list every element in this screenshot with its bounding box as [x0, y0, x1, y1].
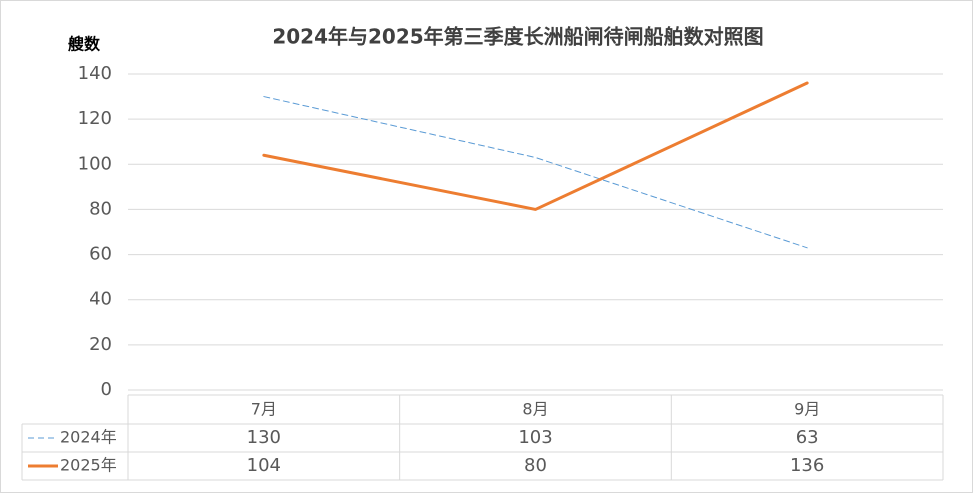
- table-value: 63: [796, 427, 819, 448]
- table-value: 136: [790, 455, 824, 476]
- x-tick-label: 9月: [794, 400, 820, 419]
- table-value: 130: [247, 427, 281, 448]
- y-tick-label: 140: [78, 63, 112, 84]
- x-tick-label: 7月: [251, 400, 277, 419]
- y-axis-label: 艘数: [68, 35, 101, 54]
- legend-label: 2024年: [60, 428, 117, 447]
- y-tick-label: 20: [89, 334, 112, 355]
- y-tick-label: 80: [89, 198, 112, 219]
- series-line: [262, 81, 809, 211]
- legend-label: 2025年: [60, 456, 117, 475]
- series-line: [263, 96, 808, 249]
- y-tick-label: 100: [78, 153, 112, 174]
- table-value: 103: [518, 427, 552, 448]
- y-tick-label: 40: [89, 289, 112, 310]
- table-value: 104: [247, 455, 281, 476]
- table-value: 80: [524, 455, 547, 476]
- y-tick-label: 60: [89, 244, 112, 265]
- x-tick-label: 8月: [522, 400, 548, 419]
- y-tick-label: 120: [78, 108, 112, 129]
- y-tick-label: 0: [101, 379, 112, 400]
- chart-title: 2024年与2025年第三季度长洲船闸待闸船舶数对照图: [272, 25, 763, 49]
